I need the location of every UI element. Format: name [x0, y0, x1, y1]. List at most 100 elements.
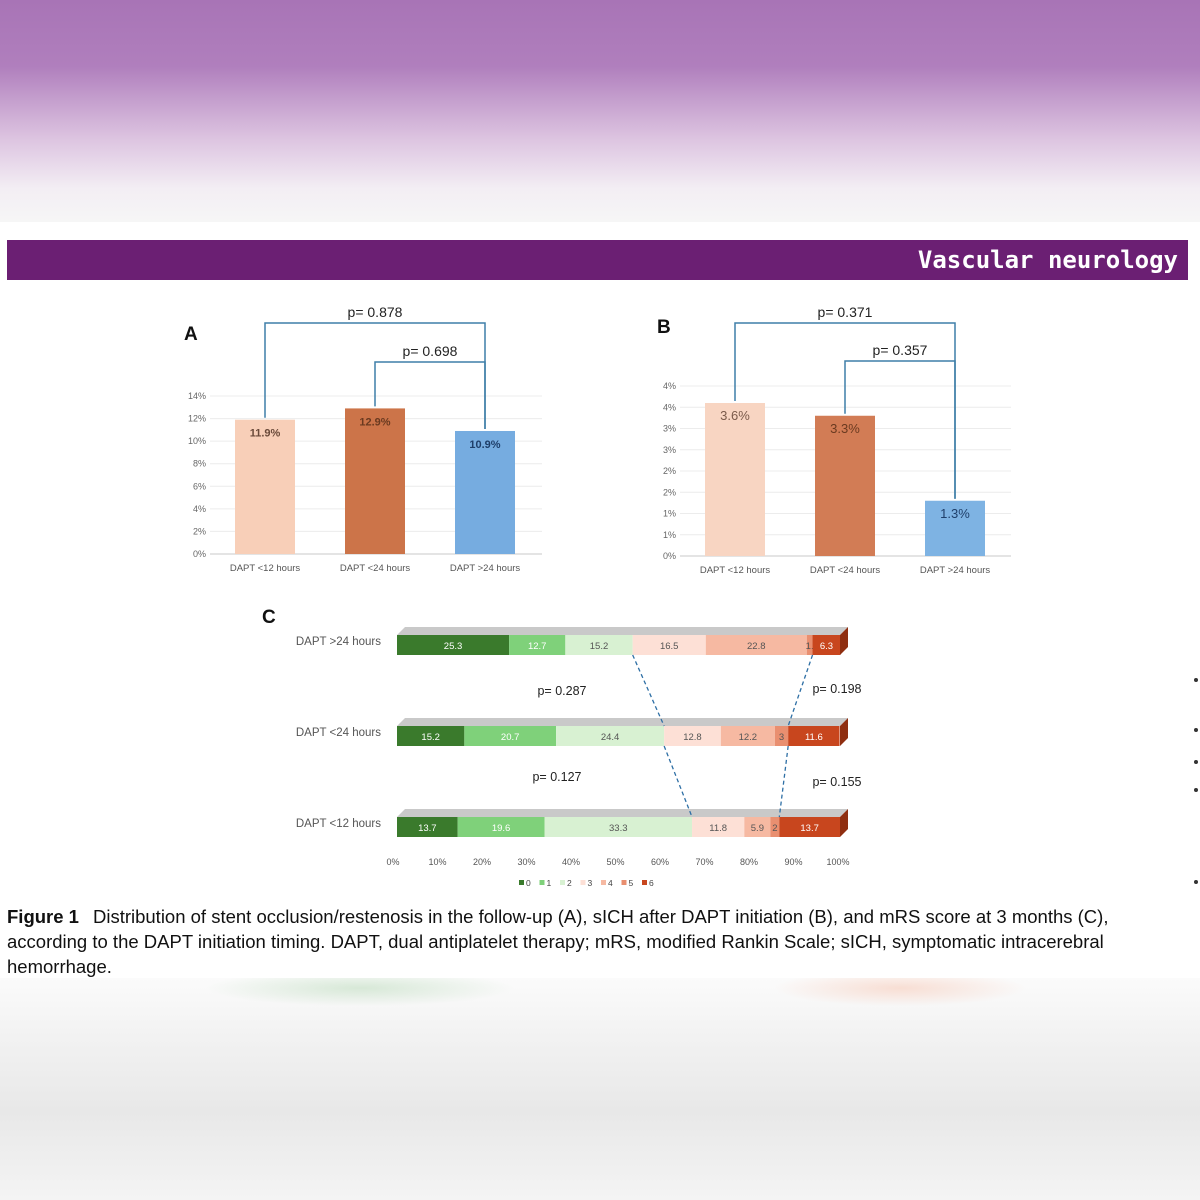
- p-value-label: p= 0.698: [403, 343, 458, 359]
- data-label: 3.3%: [830, 421, 860, 436]
- segment-label: 24.4: [601, 732, 620, 743]
- bar-segment: [397, 726, 465, 746]
- y-tick-label: 14%: [188, 391, 206, 401]
- panel-letter: C: [262, 607, 276, 628]
- bar-segment: [632, 635, 706, 655]
- x-tick-label: 50%: [606, 857, 624, 867]
- bar-segment: [812, 635, 841, 655]
- bar-segment: [720, 726, 775, 746]
- bar: [345, 408, 405, 554]
- category-label: DAPT <24 hours: [340, 563, 411, 574]
- legend-swatch: [601, 880, 606, 885]
- significance-bracket: [844, 360, 956, 499]
- bar-segment: [774, 726, 789, 746]
- y-tick-label: 6%: [193, 481, 206, 491]
- panel-letter: A: [184, 324, 198, 345]
- bar-segment: [565, 635, 633, 655]
- p-value-label: p= 0.287: [537, 684, 586, 698]
- bar-top-face: [397, 718, 848, 726]
- legend-label: 1: [547, 878, 552, 888]
- bar: [705, 403, 765, 556]
- segment-label: 11.8: [709, 823, 727, 834]
- row-label: DAPT <12 hours: [296, 818, 381, 830]
- bar-segment: [692, 817, 745, 837]
- category-label: DAPT <12 hours: [700, 565, 771, 576]
- segment-label: 12.7: [528, 641, 547, 652]
- section-title: Vascular neurology: [917, 246, 1178, 274]
- legend-swatch: [642, 880, 647, 885]
- row-label: DAPT <24 hours: [296, 727, 381, 739]
- segment-label: 6.3: [820, 641, 833, 652]
- segment-label: 16.5: [660, 641, 679, 652]
- significance-bracket: [374, 361, 486, 429]
- y-tick-label: 4%: [663, 402, 676, 412]
- segment-label: 2: [772, 823, 777, 834]
- legend-swatch: [580, 880, 586, 885]
- legend-swatch: [519, 880, 524, 885]
- legend-swatch: [539, 880, 545, 885]
- bar-segment: [457, 817, 545, 837]
- data-label: 10.9%: [469, 439, 500, 451]
- bar-segment: [779, 817, 840, 837]
- segment-label: 13.7: [800, 823, 819, 834]
- data-label: 1.3%: [940, 506, 970, 521]
- data-label: 3.6%: [720, 408, 750, 423]
- p-value-label: p= 0.127: [532, 770, 581, 784]
- bar-segment: [509, 635, 566, 655]
- bar-segment: [788, 726, 840, 746]
- y-tick-label: 10%: [188, 436, 206, 446]
- bar-top-face: [397, 627, 848, 635]
- segment-label: 19.6: [492, 823, 511, 834]
- x-tick-label: 100%: [826, 857, 849, 867]
- segment-label: 22.8: [747, 641, 766, 652]
- journal-banner: Vascular neurology: [7, 240, 1188, 280]
- dashed-connector: [787, 654, 814, 727]
- bar-side-face: [840, 627, 848, 655]
- dashed-connector: [663, 745, 693, 818]
- figure-caption: Figure 1 Distribution of stent occlusion/…: [7, 904, 1187, 979]
- background-header-blur: [0, 0, 1200, 222]
- bar: [925, 500, 985, 556]
- legend-label: 5: [629, 878, 634, 888]
- bar-segment: [464, 726, 557, 746]
- bar: [455, 430, 515, 554]
- segment-label: 25.3: [444, 641, 463, 652]
- cropped-text-edge: [1194, 670, 1200, 890]
- category-label: DAPT <12 hours: [230, 563, 301, 574]
- dashed-connector: [778, 745, 789, 818]
- bar-side-face: [840, 718, 848, 746]
- p-value-label: p= 0.198: [812, 682, 861, 696]
- data-label: 11.9%: [250, 428, 281, 440]
- dashed-connector: [632, 654, 665, 727]
- bar: [235, 419, 295, 554]
- x-tick-label: 30%: [517, 857, 535, 867]
- segment-label: 5.9: [751, 823, 764, 834]
- legend-label: 3: [588, 878, 593, 888]
- row-label: DAPT >24 hours: [296, 636, 381, 648]
- bar-side-face: [840, 809, 848, 837]
- y-tick-label: 4%: [663, 381, 676, 391]
- category-label: DAPT >24 hours: [920, 565, 991, 576]
- bar-segment: [397, 635, 510, 655]
- segment-label: 3: [779, 732, 784, 743]
- legend-label: 2: [567, 878, 572, 888]
- y-tick-label: 8%: [193, 459, 206, 469]
- background-footer-blur: [0, 978, 1200, 1200]
- category-label: DAPT >24 hours: [450, 563, 521, 574]
- figure-label: Figure 1: [7, 906, 79, 927]
- y-tick-label: 1%: [663, 509, 676, 519]
- y-tick-label: 12%: [188, 414, 206, 424]
- legend-label: 6: [649, 878, 654, 888]
- bar-segment: [544, 817, 693, 837]
- legend-swatch: [560, 880, 565, 885]
- x-tick-label: 20%: [473, 857, 491, 867]
- p-value-label: p= 0.357: [873, 342, 928, 358]
- y-tick-label: 4%: [193, 504, 206, 514]
- bar-segment: [556, 726, 665, 746]
- y-tick-label: 3%: [663, 445, 676, 455]
- figure-panels: A0%2%4%6%8%10%12%14%11.9%DAPT <12 hours1…: [184, 304, 1011, 888]
- legend-label: 0: [526, 878, 531, 888]
- segment-label: 13.7: [418, 823, 437, 834]
- category-label: DAPT <24 hours: [810, 565, 881, 576]
- segment-label: 12.8: [683, 732, 702, 743]
